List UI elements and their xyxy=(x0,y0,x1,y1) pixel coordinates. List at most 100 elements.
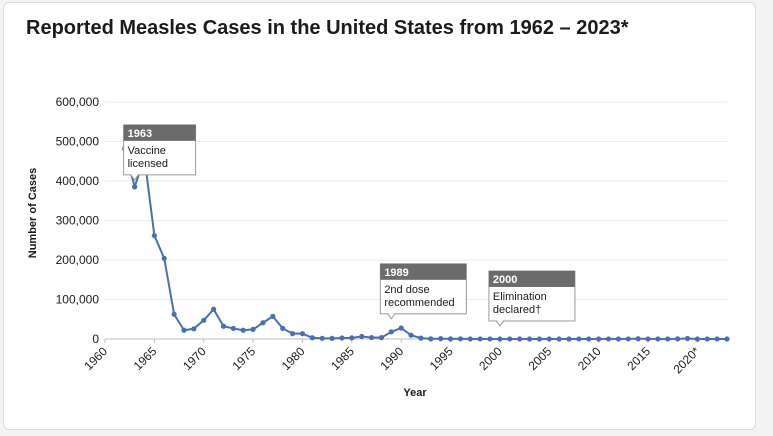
x-tick-label: 1990 xyxy=(378,344,407,373)
data-point xyxy=(211,306,217,312)
data-point xyxy=(329,335,335,342)
annotation-text: recommended xyxy=(384,297,454,309)
data-point xyxy=(132,184,138,190)
data-point xyxy=(171,311,177,317)
data-point xyxy=(428,336,434,342)
data-point xyxy=(517,336,523,342)
x-tick-label: 1960 xyxy=(81,344,110,373)
annotation-text: Vaccine xyxy=(128,145,166,157)
annotation-text: declared† xyxy=(493,304,541,316)
data-point xyxy=(299,331,306,337)
annotation-pointer xyxy=(495,320,505,327)
data-point xyxy=(270,313,276,319)
data-point xyxy=(605,336,612,342)
data-point xyxy=(230,325,236,332)
data-point xyxy=(625,336,631,342)
annotation-text: licensed xyxy=(128,158,168,170)
y-axis-title: Number of Cases xyxy=(27,168,39,258)
y-tick-label: 300,000 xyxy=(56,214,100,228)
annotation-header-bg xyxy=(380,263,467,280)
x-tick-label: 1995 xyxy=(427,344,456,373)
data-point xyxy=(398,325,404,331)
data-point xyxy=(280,325,286,331)
data-point xyxy=(418,335,424,341)
data-point xyxy=(181,327,187,333)
data-point xyxy=(655,336,661,342)
y-tick-label: 200,000 xyxy=(56,253,100,267)
data-point xyxy=(408,332,414,338)
data-point xyxy=(615,336,621,342)
data-point xyxy=(240,327,246,333)
data-point xyxy=(438,336,444,342)
chart-title: Reported Measles Cases in the United Sta… xyxy=(26,17,629,39)
data-point xyxy=(487,336,493,342)
data-point xyxy=(220,323,227,329)
data-point xyxy=(576,336,582,342)
x-tick-label: 2005 xyxy=(526,344,555,373)
x-tick-label: 1980 xyxy=(279,344,308,373)
data-point xyxy=(635,336,641,342)
annotation-header-bg xyxy=(488,270,575,287)
data-point xyxy=(694,336,700,342)
data-point xyxy=(250,326,256,332)
x-tick-label: 2015 xyxy=(624,344,653,373)
annotation-text: 2nd dose xyxy=(384,284,429,296)
gridlines xyxy=(105,101,727,340)
x-tick-label: 1965 xyxy=(131,344,160,373)
data-point xyxy=(665,336,671,342)
data-point xyxy=(467,336,473,342)
data-point xyxy=(704,336,710,342)
x-tick-label: 1975 xyxy=(229,344,258,373)
x-tick-label: 2000 xyxy=(476,344,505,373)
x-tick-label: 1985 xyxy=(328,344,357,373)
data-point xyxy=(260,320,266,326)
data-point xyxy=(289,331,296,337)
y-tick-label: 400,000 xyxy=(56,174,100,188)
x-tick-label: 1970 xyxy=(180,344,209,373)
data-point xyxy=(507,336,513,342)
data-point xyxy=(378,335,385,341)
data-point xyxy=(497,336,503,342)
data-point xyxy=(675,336,681,342)
annotation-header: 1963 xyxy=(128,128,152,140)
x-axis-ticks: 1960 1965 1970 1975 1980 1985 1990 1995 2000 2005… xyxy=(81,339,703,376)
data-point xyxy=(388,329,394,335)
data-point xyxy=(447,336,454,342)
data-point xyxy=(309,335,315,341)
series xyxy=(122,146,730,342)
data-point xyxy=(724,336,730,342)
data-point xyxy=(596,336,602,342)
data-point xyxy=(339,335,345,341)
annotation-header-bg xyxy=(123,124,196,141)
data-point xyxy=(645,336,651,342)
data-point xyxy=(349,335,355,341)
data-point xyxy=(359,333,365,340)
data-point xyxy=(161,255,167,261)
annotation-pointer xyxy=(386,313,396,320)
y-axis-ticks: 0 100,000 200,000 300,000 400,000 500,000 600,… xyxy=(56,95,100,346)
data-point xyxy=(586,336,592,342)
annotation-pointer xyxy=(130,174,140,181)
x-tick-label: 2020* xyxy=(670,344,702,376)
data-point xyxy=(684,335,691,342)
data-point xyxy=(457,336,464,342)
chart-card xyxy=(3,2,756,430)
data-point xyxy=(556,336,562,342)
data-point xyxy=(191,326,197,332)
data-point xyxy=(546,336,552,342)
annotation-header: 1989 xyxy=(384,267,408,279)
data-point xyxy=(368,334,375,341)
x-axis-title: Year xyxy=(403,387,427,399)
y-tick-label: 600,000 xyxy=(56,95,100,109)
y-tick-label: 500,000 xyxy=(56,135,100,149)
data-point xyxy=(714,336,720,342)
y-tick-label: 0 xyxy=(92,332,99,346)
data-point xyxy=(566,336,572,342)
data-point xyxy=(526,336,533,342)
annotation-text: Elimination xyxy=(493,291,547,303)
data-point xyxy=(201,317,207,323)
data-point xyxy=(151,232,157,239)
